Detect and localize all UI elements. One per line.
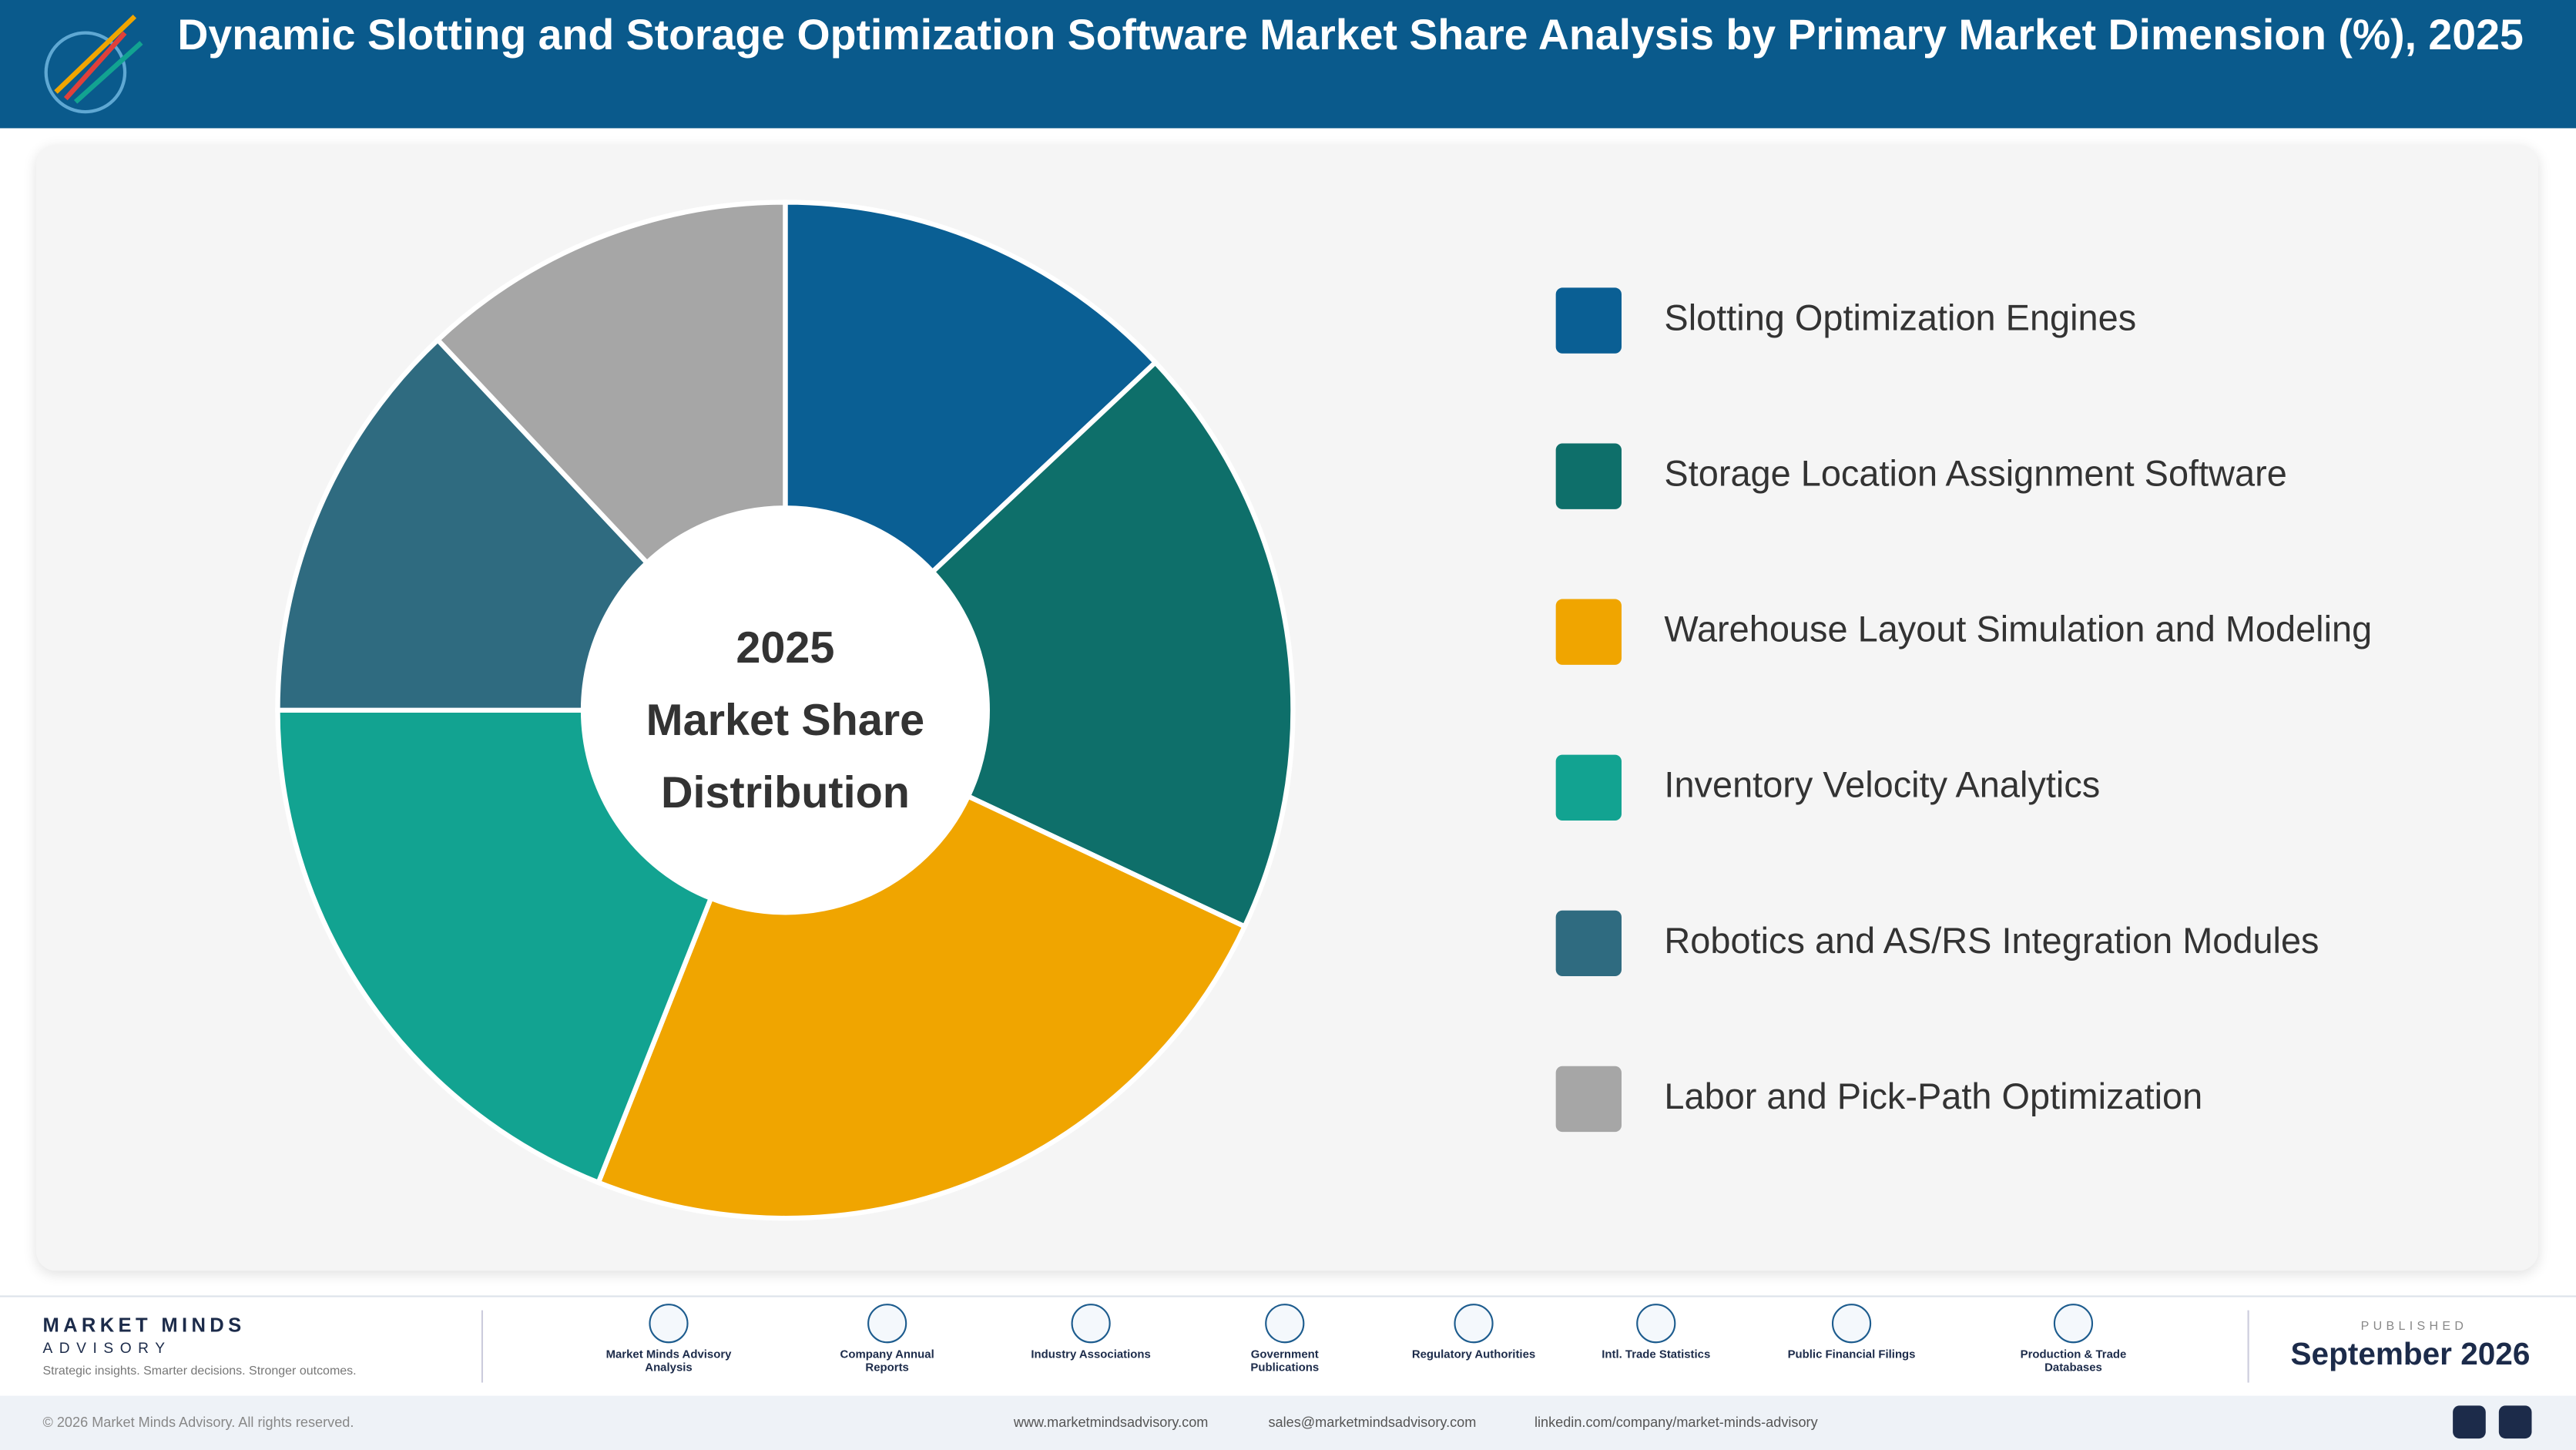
linkedin-link[interactable]: linkedin.com/company/market-minds-adviso… [1534,1414,1818,1431]
donut-hole [583,508,988,913]
chart-card: 2025 Market Share Distribution Slotting Opt… [35,144,2539,1271]
legend-swatch [1555,1066,1622,1133]
x-button[interactable] [2453,1405,2486,1439]
source-label: Government Publications [1250,1349,1320,1374]
source-item: Production & Trade Databases [2007,1304,2139,1376]
source-item: Industry Associations [1025,1304,1157,1363]
source-icon [649,1304,689,1344]
source-label: Market Minds Advisory Analysis [605,1349,732,1374]
center-label: Distribution [661,768,910,817]
legend-swatch [1555,443,1622,509]
legend-label: Inventory Velocity Analytics [1664,765,2100,805]
source-icon [1454,1304,1494,1344]
brand-sub: ADVISORY [42,1340,172,1357]
separator [2247,1310,2249,1383]
header: Dynamic Slotting and Storage Optimizatio… [0,0,2576,129]
source-item: Government Publications [1219,1304,1350,1376]
legend-swatch [1555,599,1622,665]
website-link[interactable]: www.marketmindsadvisory.com [1013,1414,1209,1431]
source-item: Market Minds Advisory Analysis [603,1304,735,1376]
legend-label: Robotics and AS/RS Integration Modules [1664,921,2319,961]
source-label: Company Annual Reports [840,1349,934,1374]
published-date: September 2026 [2290,1338,2531,1373]
source-label: Intl. Trade Statistics [1602,1349,1711,1361]
center-label: 2025 [736,623,834,673]
source-icon [1265,1304,1305,1344]
youtube-button[interactable] [2498,1405,2532,1439]
legend-swatch [1555,754,1622,821]
email-link[interactable]: sales@marketmindsadvisory.com [1268,1414,1477,1431]
source-icon [1636,1304,1676,1344]
bottom-bar: © 2026 Market Minds Advisory. All rights… [0,1395,2576,1450]
center-label: Market Share [646,696,925,745]
legend-swatch [1555,287,1622,354]
tagline: Strategic insights. Smarter decisions. S… [42,1362,357,1378]
legend-swatch [1555,910,1622,977]
legend-label: Warehouse Layout Simulation and Modeling [1664,609,2372,649]
chart: 2025 Market Share Distribution Slotting Opt… [275,200,2372,1221]
published-label: PUBLISHED [2360,1318,2468,1334]
source-item: Public Financial Filings [1786,1304,1917,1363]
source-item: Intl. Trade Statistics [1590,1304,1722,1363]
footer: MARKET MINDS ADVISORY Strategic insights… [0,1295,2576,1396]
source-label: Regulatory Authorities [1411,1349,1536,1361]
source-label: Public Financial Filings [1787,1349,1916,1361]
source-icon [2053,1304,2094,1344]
source-icon [1831,1304,1872,1344]
source-label: Production & Trade Databases [2020,1349,2127,1374]
logo [44,15,143,114]
page-title: Dynamic Slotting and Storage Optimizatio… [177,9,2524,59]
legend-label: Slotting Optimization Engines [1664,297,2136,337]
brand: MARKET MINDS [42,1313,246,1337]
copyright: © 2026 Market Minds Advisory. All rights… [42,1414,354,1431]
source-item: Regulatory Authorities [1408,1304,1540,1363]
legend-label: Storage Location Assignment Software [1664,454,2286,494]
source-icon [867,1304,907,1344]
separator [481,1310,484,1383]
legend-label: Labor and Pick-Path Optimization [1664,1076,2202,1116]
source-item: Company Annual Reports [821,1304,953,1376]
source-label: Industry Associations [1031,1349,1151,1361]
source-icon [1071,1304,1111,1344]
